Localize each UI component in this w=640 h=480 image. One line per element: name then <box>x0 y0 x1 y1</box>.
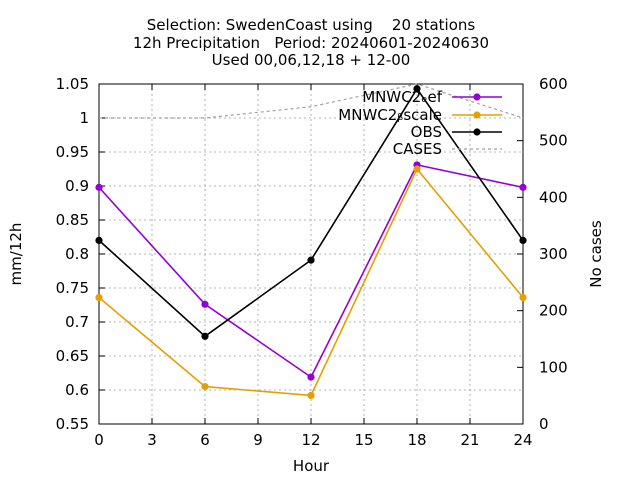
x-tick-label: 12 <box>301 431 320 449</box>
data-point-obs <box>201 332 209 340</box>
data-point-mnwc2_bscale <box>413 165 421 173</box>
data-point-mnwc2_ef <box>307 373 315 381</box>
legend-marker-mnwc2_bscale <box>473 111 481 119</box>
y-tick-label: 0.8 <box>65 245 89 263</box>
data-point-obs <box>413 85 421 93</box>
chart-title-line-1: Selection: SwedenCoast using 20 stations <box>146 16 476 34</box>
ticks: 0 3 6 9 12 15 18 21 24 0.55 0.6 0.65 0.7 0.75 0.8 0.85 0… <box>56 75 568 449</box>
y-tick-label: 0.6 <box>65 381 89 399</box>
x-tick-label: 15 <box>354 431 373 449</box>
x-tick-label: 24 <box>513 431 532 449</box>
y-tick-label: 0.9 <box>65 177 89 195</box>
series-line-mnwc2_bscale <box>98 167 524 397</box>
x-tick-label: 18 <box>407 431 426 449</box>
y2-axis-label: No cases <box>587 220 605 288</box>
y2-tick-label: 600 <box>539 75 568 93</box>
x-tick-label: 6 <box>200 431 210 449</box>
chart-title-line-2: 12h Precipitation Period: 20240601-20240… <box>132 34 490 52</box>
y-tick-label: 0.7 <box>65 313 89 331</box>
y2-tick-label: 0 <box>539 415 549 433</box>
data-point-mnwc2_ef <box>519 183 527 191</box>
data-point-mnwc2_bscale <box>307 391 315 400</box>
legend-marker-mnwc2_ef <box>473 93 481 101</box>
y-tick-label: 0.85 <box>56 211 89 229</box>
y2-tick-label: 200 <box>539 302 568 320</box>
data-point-mnwc2_ef <box>201 300 209 308</box>
series <box>95 83 527 400</box>
legend-label-mnwc2_ef: MNWC2ₑef <box>362 88 442 106</box>
y2-tick-label: 100 <box>539 358 568 376</box>
y2-tick-label: 400 <box>539 188 568 206</box>
chart-title-line-3: Used 00,06,12,18 + 12-00 <box>211 51 411 69</box>
y-tick-label: 0.75 <box>56 279 89 297</box>
x-axis-label: Hour <box>293 457 330 475</box>
data-point-mnwc2_bscale <box>201 383 209 391</box>
data-point-mnwc2_bscale <box>519 293 527 302</box>
y-axis-label: mm/12h <box>7 223 25 286</box>
grid <box>99 84 523 424</box>
legend-label-obs: OBS <box>411 123 442 141</box>
data-point-mnwc2_ef <box>95 183 103 191</box>
x-tick-label: 9 <box>253 431 263 449</box>
legend-label-cases: CASES <box>393 140 442 158</box>
x-tick-label: 21 <box>460 431 479 449</box>
y-tick-label: 1.05 <box>56 75 89 93</box>
y-tick-label: 0.65 <box>56 347 89 365</box>
data-point-obs <box>307 256 315 264</box>
data-point-obs <box>95 236 103 244</box>
x-tick-label: 3 <box>147 431 157 449</box>
data-point-mnwc2_bscale <box>95 293 103 302</box>
legend-label-mnwc2_bscale: MNWC2ᵦscale <box>338 106 442 124</box>
y-tick-label: 0.55 <box>56 415 89 433</box>
legend-marker-obs <box>473 128 481 136</box>
y2-tick-label: 300 <box>539 245 568 263</box>
x-tick-label: 0 <box>94 431 104 449</box>
y-tick-label: 1 <box>79 109 89 127</box>
series-line-cases <box>99 83 524 119</box>
y2-tick-label: 500 <box>539 132 568 150</box>
data-point-obs <box>519 236 527 244</box>
y-tick-label: 0.95 <box>56 143 89 161</box>
